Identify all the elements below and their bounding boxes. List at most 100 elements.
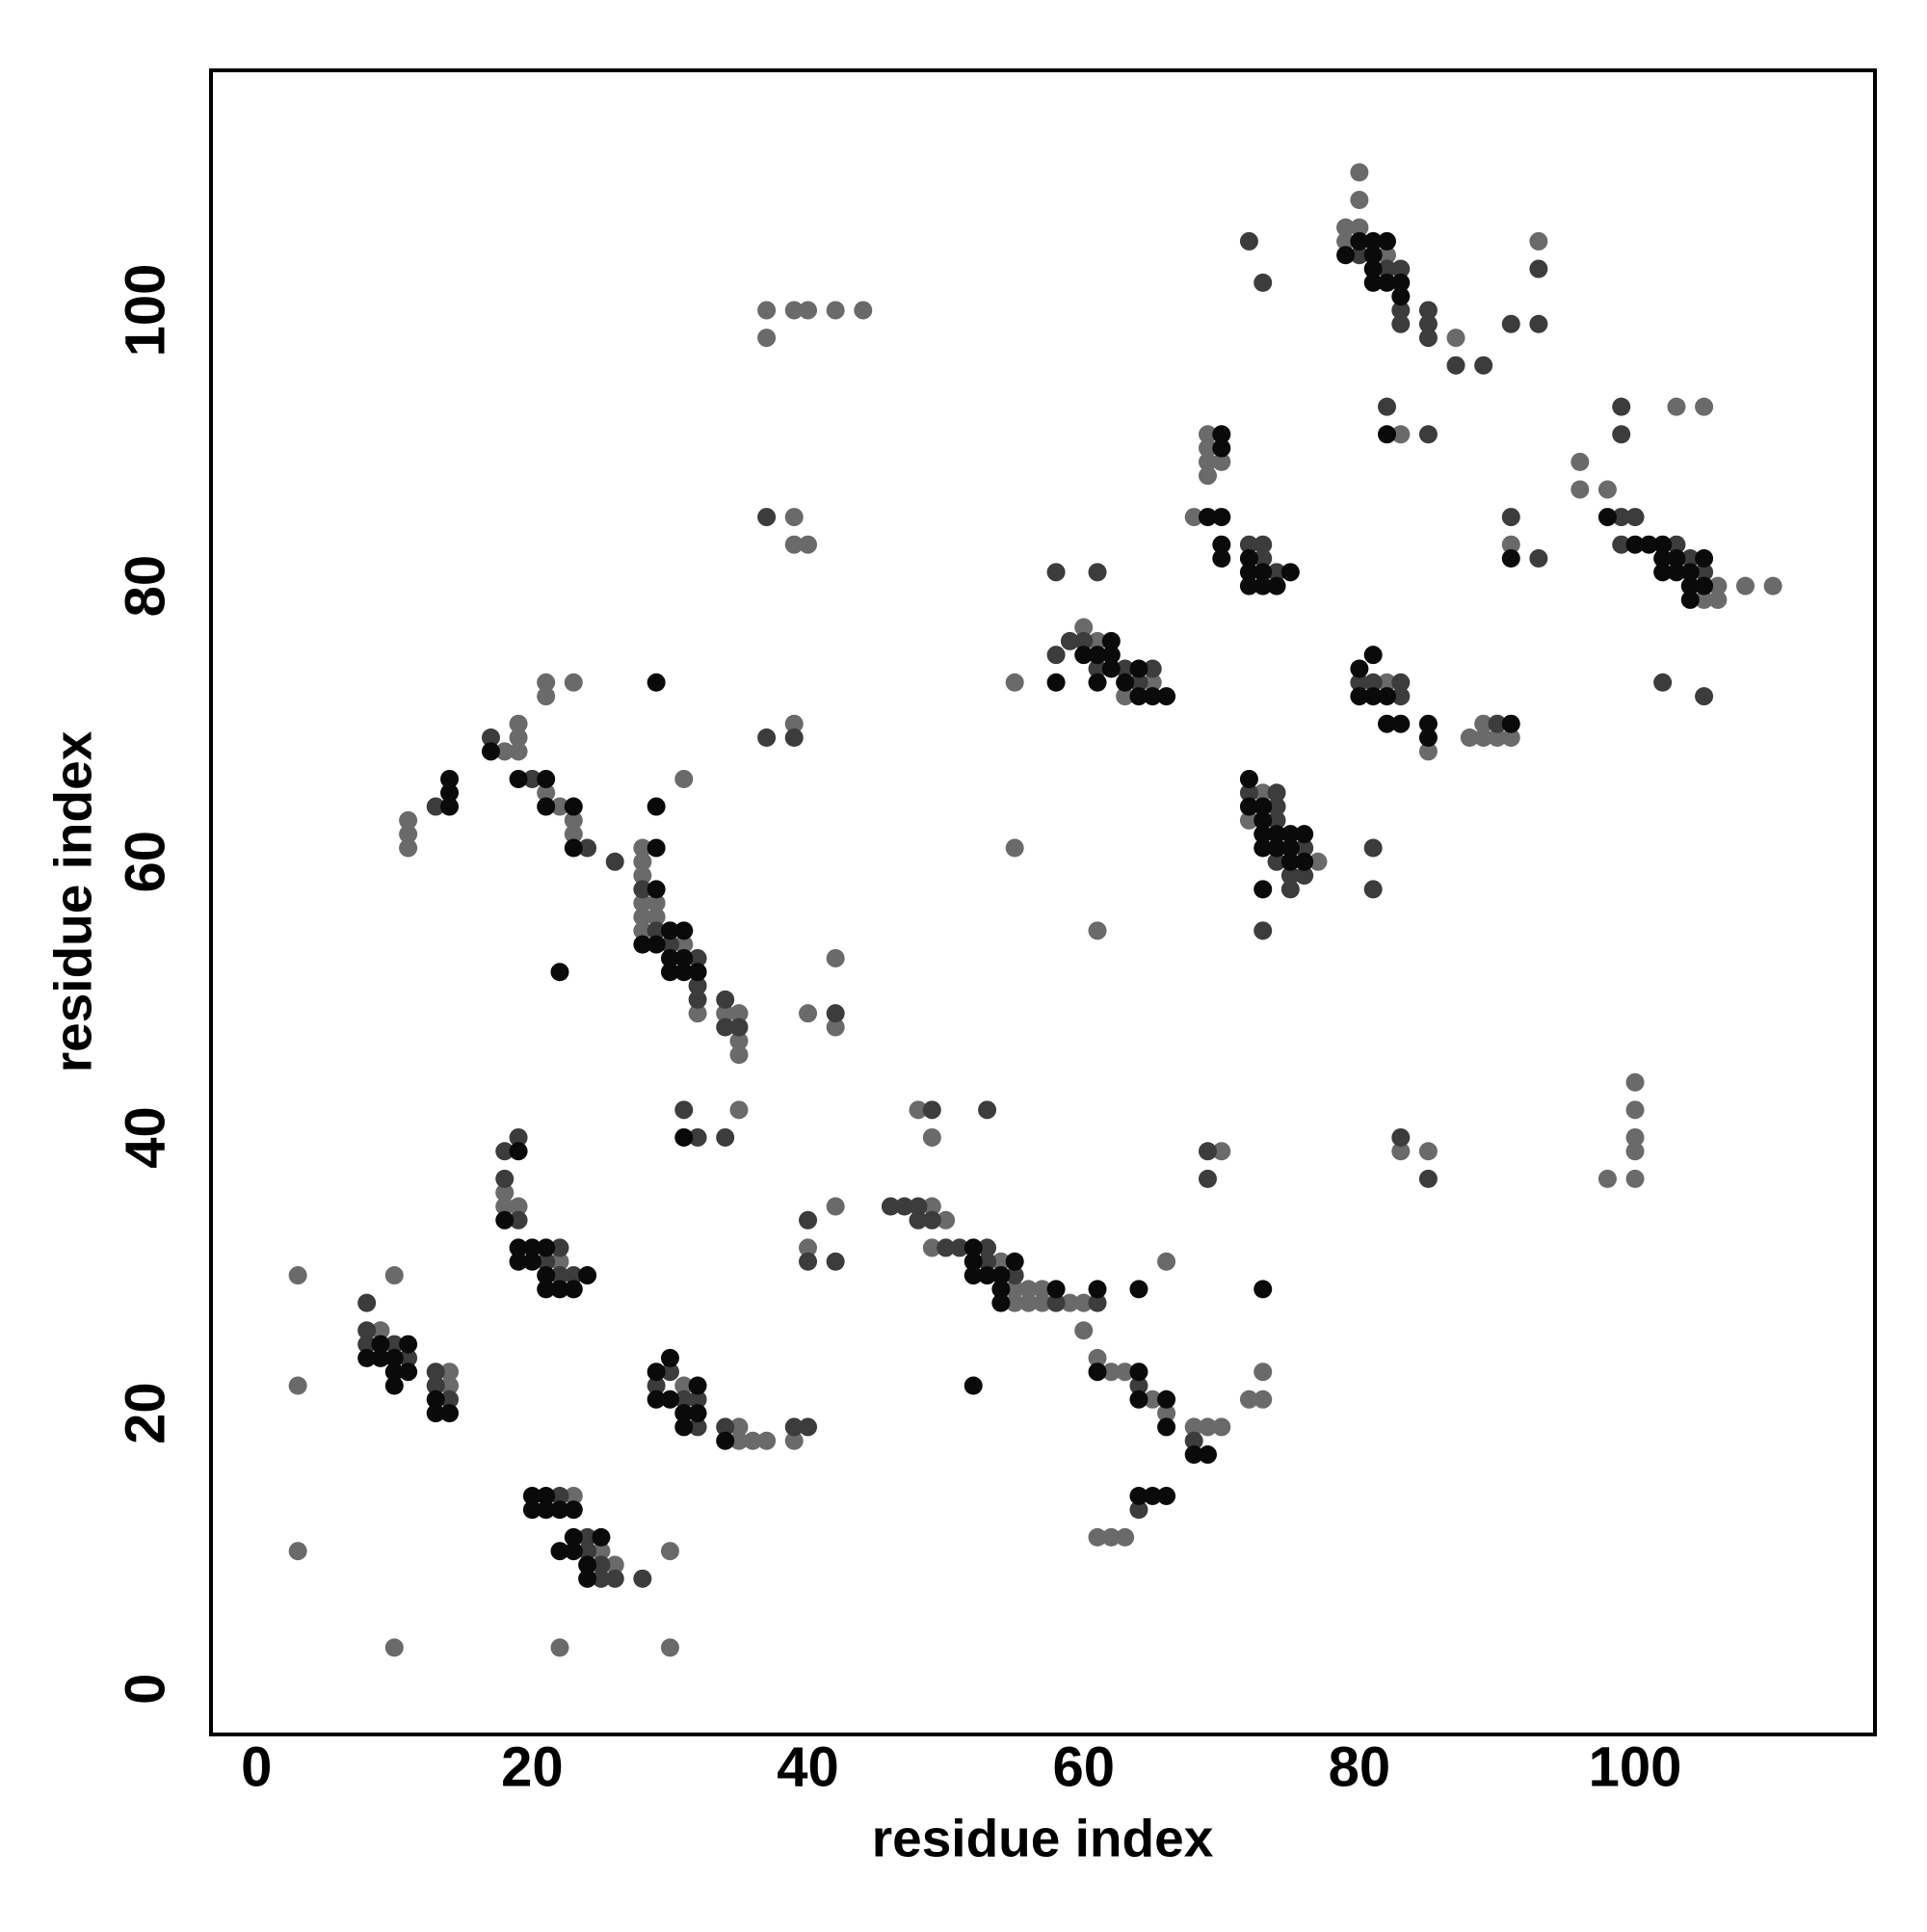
point	[881, 1197, 900, 1216]
point	[440, 1404, 460, 1423]
point	[1184, 1445, 1203, 1465]
point	[1667, 549, 1686, 569]
point	[729, 1100, 749, 1120]
point	[1129, 1363, 1148, 1382]
point	[509, 1210, 528, 1230]
point	[937, 1238, 956, 1257]
point	[1088, 1527, 1107, 1547]
point	[1254, 1363, 1273, 1382]
point	[1254, 783, 1273, 803]
point	[1280, 866, 1300, 886]
point	[1254, 880, 1273, 899]
point	[688, 1127, 707, 1147]
point	[605, 1569, 624, 1588]
point	[1529, 549, 1548, 569]
point	[1088, 1348, 1107, 1367]
point	[1653, 563, 1673, 582]
point	[1254, 576, 1273, 595]
point	[384, 1638, 404, 1657]
point	[647, 1389, 666, 1409]
point	[1295, 825, 1314, 844]
x-tick-label: 80	[1329, 1735, 1391, 1798]
point	[674, 1127, 694, 1147]
point	[1612, 508, 1631, 527]
point	[550, 963, 569, 982]
point	[826, 301, 845, 320]
x-tick-label: 40	[777, 1735, 839, 1798]
point	[922, 1238, 941, 1257]
point	[964, 1252, 983, 1271]
point	[1212, 425, 1231, 444]
point	[1501, 535, 1520, 554]
point	[826, 1252, 845, 1271]
point	[1198, 425, 1217, 444]
point	[550, 1542, 569, 1561]
point	[688, 990, 707, 1009]
point	[1239, 563, 1258, 582]
point	[1377, 231, 1396, 251]
point	[660, 1638, 679, 1657]
point	[1267, 563, 1286, 582]
point	[729, 1031, 749, 1050]
point	[937, 1210, 956, 1230]
point	[509, 1127, 528, 1147]
x-tick-label: 100	[1589, 1735, 1682, 1798]
point	[909, 1100, 928, 1120]
point	[1391, 314, 1411, 333]
point	[660, 963, 679, 982]
point	[674, 948, 694, 967]
point	[1254, 810, 1273, 830]
point	[1129, 1486, 1148, 1505]
point	[674, 1389, 694, 1409]
point	[426, 797, 445, 816]
point	[1198, 438, 1217, 458]
point	[1198, 1169, 1217, 1188]
point	[1101, 646, 1121, 665]
point	[1529, 231, 1548, 251]
point	[440, 783, 460, 803]
point	[688, 976, 707, 995]
point	[784, 301, 804, 320]
point	[647, 935, 666, 954]
point	[371, 1335, 390, 1354]
point	[426, 1376, 445, 1395]
point	[716, 990, 735, 1009]
point	[922, 1197, 941, 1216]
point	[647, 673, 666, 692]
point	[1377, 425, 1396, 444]
point	[1074, 618, 1094, 637]
point	[1280, 880, 1300, 899]
point	[799, 1004, 818, 1023]
point	[784, 535, 804, 554]
point	[1239, 810, 1258, 830]
point	[674, 935, 694, 954]
point	[1363, 687, 1383, 706]
point	[1060, 1293, 1079, 1312]
point	[1005, 1293, 1024, 1312]
point	[1708, 590, 1728, 609]
point	[1101, 1363, 1121, 1382]
point	[1363, 246, 1383, 265]
point	[1639, 535, 1658, 554]
point	[1101, 631, 1121, 650]
point	[1088, 921, 1107, 940]
point	[647, 921, 666, 940]
point	[1005, 1280, 1024, 1299]
point	[1280, 825, 1300, 844]
point	[1254, 273, 1273, 292]
point	[1074, 646, 1094, 665]
point	[1143, 1486, 1162, 1505]
point	[1198, 452, 1217, 471]
point	[1254, 921, 1273, 940]
point	[660, 1389, 679, 1409]
point	[1254, 838, 1273, 858]
point	[964, 1266, 983, 1285]
point	[1088, 1293, 1107, 1312]
point	[1501, 714, 1520, 733]
point	[633, 866, 652, 886]
point	[578, 1542, 597, 1561]
point	[647, 893, 666, 913]
point	[1308, 852, 1328, 871]
point	[1460, 728, 1479, 748]
